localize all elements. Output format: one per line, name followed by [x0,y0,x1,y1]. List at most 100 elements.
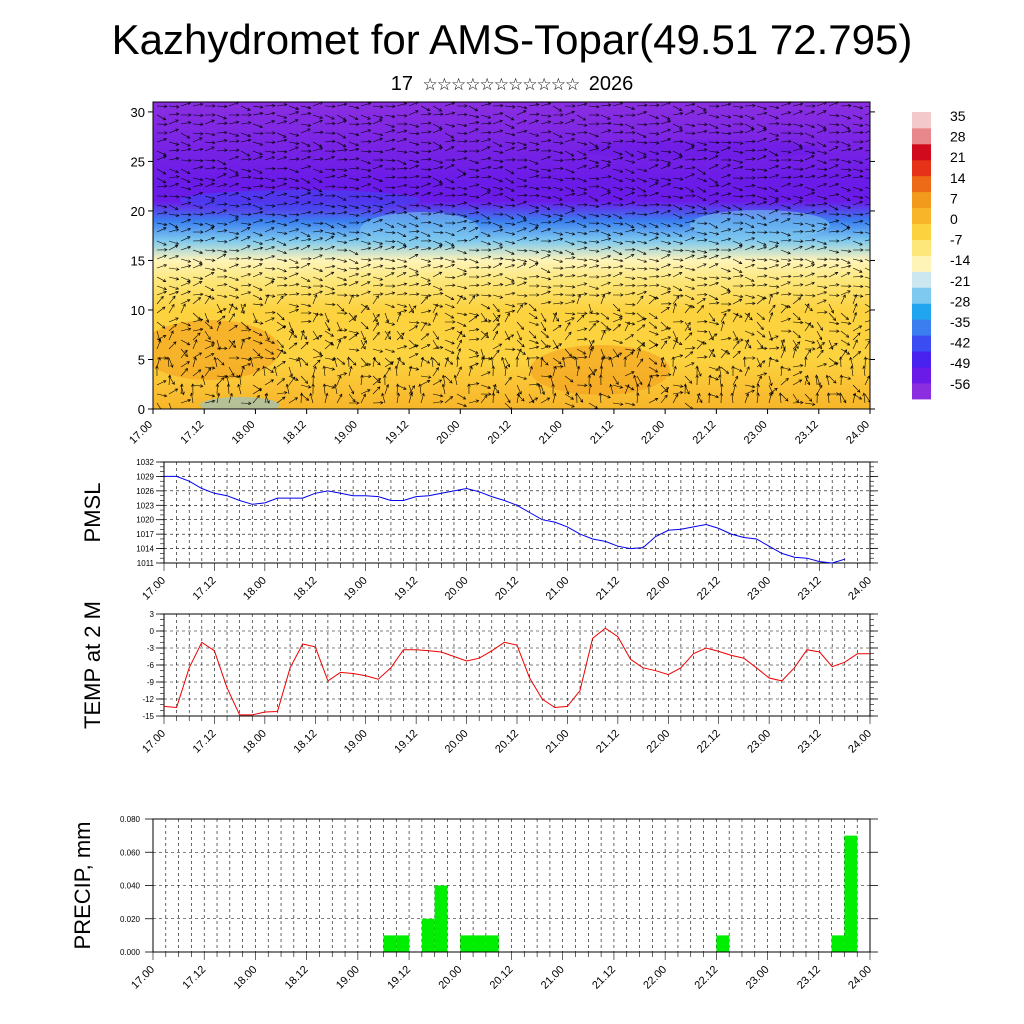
wind-arrow [300,311,312,315]
wind-arrow [312,348,323,355]
wind-arrow [624,177,636,182]
wind-arrow [348,147,360,152]
wind-arrow [864,393,870,403]
wind-arrow [695,374,699,386]
wind-arrow [467,383,471,395]
wind-arrow [684,276,695,282]
wind-arrow [480,138,492,143]
x-tick-label-18-00: 18.00 [241,728,269,756]
wind-arrow [324,384,336,389]
wind-arrow [444,339,455,345]
wind-arrow [528,141,540,146]
wind-arrow [804,258,815,264]
wind-arrow [204,249,216,253]
wind-arrow [504,291,516,296]
wind-arrow [240,303,245,315]
wind-arrow [324,291,336,296]
wind-arrow [396,330,404,340]
wind-arrow [384,366,391,377]
wind-arrow [840,312,849,321]
wind-arrow [480,282,492,287]
wind-arrow [612,264,624,269]
wind-arrow [276,258,288,263]
wind-arrow [408,292,420,296]
wind-arrow [624,168,635,174]
wind-arrow [780,158,792,162]
wind-arrow [780,365,784,377]
wind-arrow [840,174,852,179]
wind-arrow [504,276,515,282]
wind-arrow [624,131,636,135]
wind-arrow [384,175,396,179]
wind-arrow [252,123,263,129]
wind-arrow [549,374,554,386]
wind-arrow [456,227,467,233]
wind-arrow [636,186,647,193]
wind-arrow [624,222,635,228]
wind-arrow [516,129,528,134]
wind-arrow [516,105,528,110]
wind-arrow [360,183,372,188]
wind-arrow [336,393,343,404]
wind-arrow [276,132,287,138]
wind-arrow [168,168,179,174]
wind-arrow [348,258,359,264]
wind-arrow [840,141,851,147]
wind-arrow [778,392,783,404]
wind-arrow [696,283,708,287]
wind-arrow [684,254,695,260]
wind-arrow [732,227,743,233]
wind-arrow [396,309,408,314]
wind-arrow [349,401,360,405]
wind-arrow [456,112,468,117]
wind-arrow [552,292,564,297]
wind-arrow [840,204,852,209]
wind-arrow [648,236,659,242]
x-tick-label-21-00: 21.00 [539,964,567,992]
wind-arrow [816,341,825,350]
wind-arrow [360,210,372,215]
x-tick-label-18-12: 18.12 [291,728,319,756]
wind-arrow [576,150,587,156]
x-tick-label-23-00: 23.00 [745,575,773,603]
wind-arrow [468,139,480,143]
wind-arrow [336,132,347,139]
wind-arrow [528,284,540,288]
wind-arrow [204,272,215,278]
wind-arrow [264,140,276,144]
wind-arrow [588,366,596,376]
wind-arrow [516,158,528,162]
wind-arrow [372,276,384,281]
wind-arrow [372,283,384,287]
wind-arrow [528,168,540,173]
wind-arrow [756,168,768,172]
wind-arrow [456,131,468,136]
y-tick-label-1020: 1020 [136,516,154,525]
wind-arrow [396,183,408,188]
wind-arrow [744,201,756,206]
wind-arrow [420,191,432,197]
wind-arrow [552,324,562,332]
wind-arrow [264,111,276,116]
wind-arrow [829,239,840,243]
wind-arrow [324,257,336,261]
wind-arrow [216,275,228,279]
wind-arrow [264,276,276,281]
wind-arrow [708,393,719,399]
wind-arrow [552,177,564,182]
wind-arrow [804,245,815,251]
wind-arrow [528,321,540,326]
wind-arrow [840,330,850,338]
y-tick-label-5: 5 [138,352,145,367]
wind-arrow [636,276,648,281]
wind-arrow [204,330,211,341]
wind-arrow [708,140,720,145]
wind-arrow [252,246,264,251]
wind-arrow [204,158,216,163]
wind-arrow [372,292,384,296]
wind-arrow [576,311,588,316]
wind-arrow [600,255,612,260]
wind-arrow [456,149,468,153]
wind-arrow [768,291,780,296]
wind-arrow [312,147,324,152]
